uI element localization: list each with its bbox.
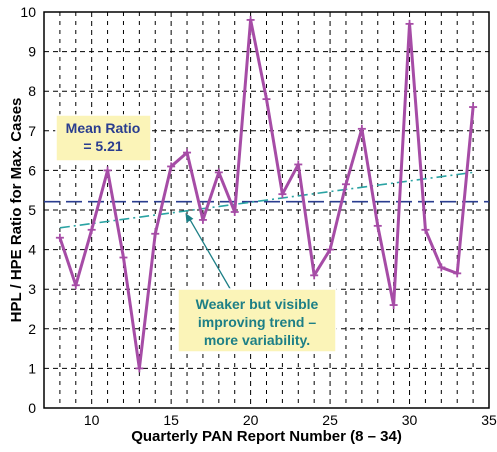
x-tick-label: 10 (84, 412, 100, 428)
data-point (373, 221, 382, 230)
data-point (453, 269, 462, 278)
y-tick-label: 9 (28, 44, 36, 60)
data-point (357, 124, 366, 133)
data-point (421, 225, 430, 234)
grid-layer (44, 12, 489, 408)
data-point (71, 281, 80, 290)
y-tick-label: 8 (28, 83, 36, 99)
data-point (198, 215, 207, 224)
data-point (341, 180, 350, 189)
data-point (405, 19, 414, 28)
data-point (469, 103, 478, 112)
series-layer (55, 15, 478, 373)
y-axis-title: HPL / HPE Ratio for Max. Cases (8, 98, 25, 323)
trend-callout-box (177, 288, 337, 353)
y-tick-label: 2 (28, 321, 36, 337)
data-point (87, 225, 96, 234)
x-tick-label: 35 (481, 412, 497, 428)
y-tick-label: 1 (28, 360, 36, 376)
data-point (135, 364, 144, 373)
data-point (167, 162, 176, 171)
y-tick-label: 7 (28, 123, 36, 139)
data-point (119, 253, 128, 262)
x-tick-label: 15 (163, 412, 179, 428)
data-point (55, 233, 64, 242)
trend-callout-arrowhead (185, 212, 194, 223)
data-point (183, 148, 192, 157)
trend-callout-arrow (187, 216, 233, 293)
mean-callout-box (55, 114, 152, 162)
callouts: Mean Ratio = 5.21 Weaker but visible improv… (55, 114, 337, 353)
x-tick-label: 20 (243, 412, 259, 428)
x-tick-label: 25 (322, 412, 338, 428)
y-tick-label: 0 (28, 400, 36, 416)
data-point (278, 190, 287, 199)
x-tick-label: 30 (402, 412, 418, 428)
data-point (230, 207, 239, 216)
reference-lines (44, 171, 489, 229)
mean-callout-text: = 5.21 (83, 138, 123, 154)
data-point (310, 271, 319, 280)
y-tick-label: 6 (28, 162, 36, 178)
y-tick-label: 4 (28, 242, 36, 258)
data-point (262, 95, 271, 104)
tick-labels: 0 1 2 3 4 5 6 7 8 9 10 10 15 20 25 30 35 (20, 4, 497, 428)
data-point (294, 160, 303, 169)
data-point (151, 229, 160, 238)
trend-line (59, 171, 474, 229)
mean-callout-text: Mean Ratio (66, 120, 141, 136)
data-point (437, 263, 446, 272)
data-point (326, 245, 335, 254)
data-point (389, 301, 398, 310)
trend-callout-text: more variability. (204, 332, 310, 348)
data-point (246, 15, 255, 24)
y-tick-label: 5 (28, 202, 36, 218)
trend-callout-text: improving trend – (198, 314, 316, 330)
data-point (103, 166, 112, 175)
data-point (214, 168, 223, 177)
trend-callout-text: Weaker but visible (196, 296, 319, 312)
y-tick-label: 3 (28, 281, 36, 297)
y-tick-label: 10 (20, 4, 36, 20)
x-axis-title: Quarterly PAN Report Number (8 – 34) (131, 428, 402, 445)
